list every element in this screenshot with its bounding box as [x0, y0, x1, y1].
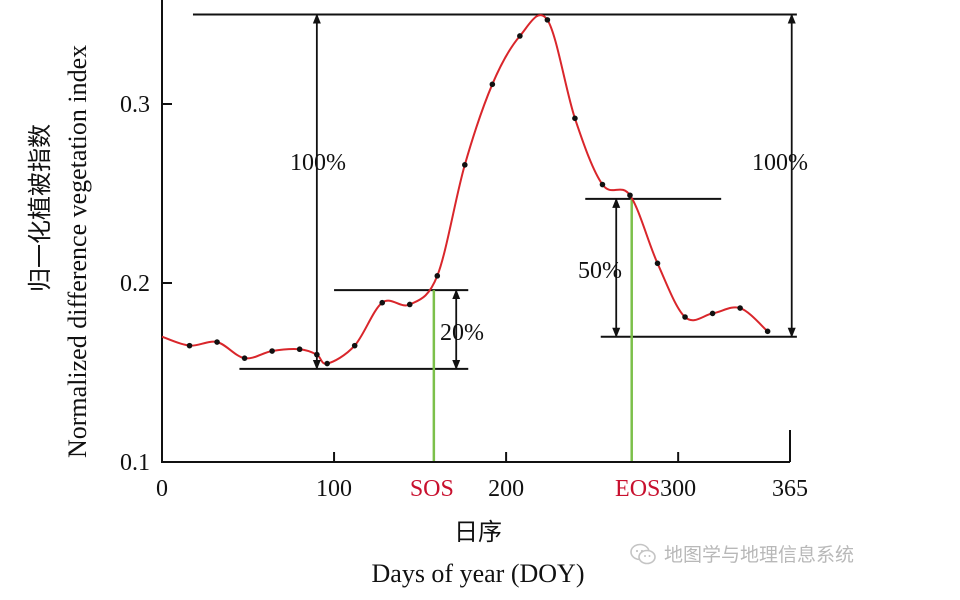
annotation-arrows: [312, 13, 796, 370]
axes: [161, 0, 791, 463]
x-axis-title-cn: 日序: [454, 518, 502, 546]
data-point: [462, 162, 468, 168]
y-axis-title-en: Normalized difference vegetation index: [63, 45, 92, 458]
eos-label: EOS: [615, 476, 660, 502]
annotation-right-100: 100%: [752, 150, 808, 176]
data-point: [269, 348, 275, 354]
x-tick-label: 300: [660, 476, 696, 502]
watermark-text: 地图学与地理信息系统: [664, 544, 855, 566]
wechat-icon: [630, 543, 656, 564]
y-tick-label: 0.1: [120, 450, 150, 476]
data-point: [682, 314, 688, 320]
ndvi-curve: [161, 14, 769, 365]
phenology-markers: [432, 198, 633, 462]
data-point: [214, 339, 220, 345]
data-point: [654, 260, 661, 267]
data-point: [572, 115, 578, 122]
data-point: [764, 328, 771, 335]
y-tick-label: 0.2: [120, 271, 150, 297]
data-point: [379, 299, 386, 306]
x-tick-label: 0: [156, 476, 168, 502]
data-point: [544, 17, 551, 23]
data-point: [737, 305, 743, 311]
y-tick-label: 0.3: [120, 92, 150, 118]
data-point: [434, 273, 441, 279]
data-point: [709, 310, 716, 317]
data-point: [296, 346, 303, 353]
ticks: 0 100 200 300 365 SOS EOS 0.1 0.2 0.3: [120, 92, 808, 502]
data-point: [489, 81, 496, 88]
y-axis-title-cn: 归一化植被指数: [26, 124, 54, 292]
annotation-left-100: 100%: [290, 150, 346, 176]
data-point: [186, 342, 193, 349]
x-tick-label: 365: [772, 476, 808, 502]
sos-label: SOS: [410, 476, 454, 502]
annotation-sos-20: 20%: [440, 320, 484, 346]
reference-lines: [192, 13, 797, 370]
data-point: [599, 181, 606, 188]
x-tick-label: 200: [488, 476, 524, 502]
data-point: [324, 360, 330, 367]
data-point: [627, 192, 633, 199]
ndvi-series: [161, 14, 771, 367]
x-tick-label: 100: [316, 476, 352, 502]
annotation-eos-50: 50%: [578, 258, 622, 284]
watermark: 地图学与地理信息系统: [630, 540, 854, 567]
data-point: [406, 301, 413, 308]
x-axis-title-en: Days of year (DOY): [372, 559, 585, 588]
data-point: [241, 355, 248, 361]
data-point: [351, 342, 358, 349]
data-point: [517, 33, 523, 39]
